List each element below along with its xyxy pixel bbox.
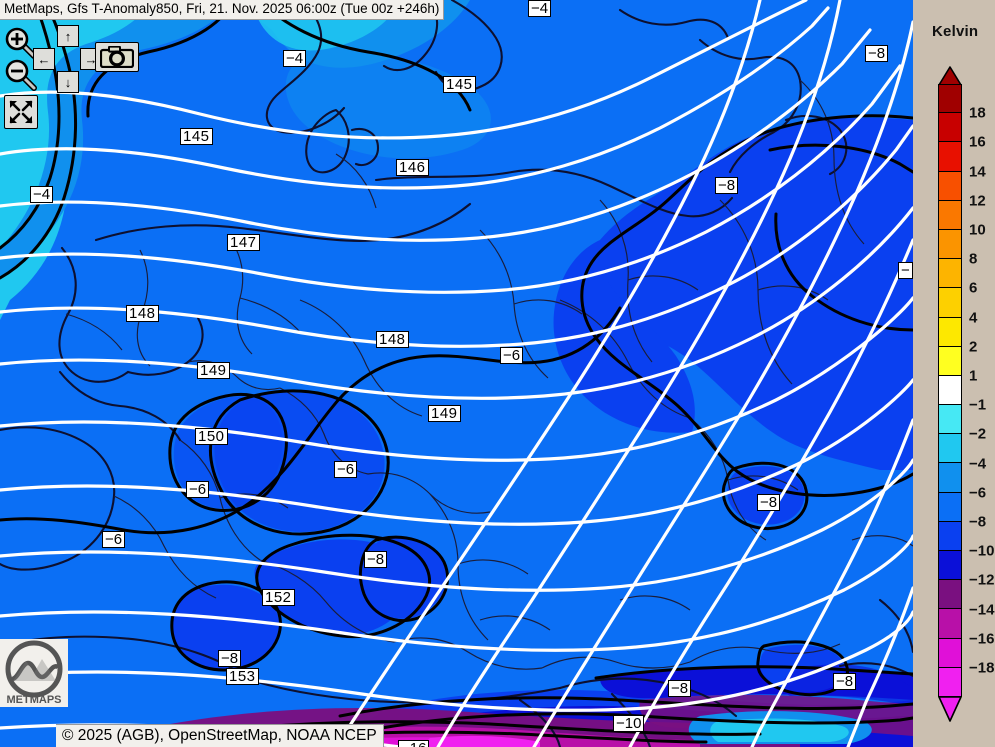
legend-color-cell [938, 521, 962, 551]
zoom-out-icon[interactable] [4, 58, 38, 92]
anomaly-contour-label: −8 [668, 680, 692, 697]
legend-color-cell [938, 551, 962, 581]
page-title: MetMaps, Gfs T-Anomaly850, Fri, 21. Nov.… [0, 0, 445, 20]
anomaly-contour-label: −4 [30, 186, 54, 203]
legend-color-cell [938, 200, 962, 230]
legend-tick-label: 10 [969, 221, 986, 239]
metmaps-logo-icon: METMAPS [5, 640, 63, 706]
legend-tick-label: −4 [969, 455, 987, 473]
legend-tick-label: −1 [969, 396, 987, 414]
zoom-in-icon[interactable] [4, 26, 38, 60]
anomaly-contour-label: −10 [613, 715, 645, 732]
legend-tick-label: 12 [969, 192, 986, 210]
legend-color-cell [938, 113, 962, 143]
height-contour-label: 153 [226, 668, 259, 685]
legend-color-cell [938, 405, 962, 435]
legend-tick-label: −2 [969, 425, 987, 443]
legend-color-cell [938, 229, 962, 260]
legend-color-cell [938, 142, 962, 172]
legend-tick-label: −14 [969, 601, 995, 619]
legend-color-cell [938, 667, 962, 697]
legend-tick-label: −18 [969, 659, 995, 677]
fullscreen-icon [9, 100, 33, 124]
anomaly-contour-label: −8 [865, 45, 889, 62]
height-contour-label: 148 [376, 331, 409, 348]
legend-color-cell [938, 317, 962, 347]
height-contour-label: 145 [443, 76, 476, 93]
legend-tick-label: −16 [969, 630, 995, 648]
pan-left-icon: ← [37, 51, 51, 67]
height-contour-label: 148 [126, 305, 159, 322]
pan-right-icon: → [84, 51, 98, 67]
anomaly-contour-label: −6 [334, 461, 358, 478]
legend-tick-label: −12 [969, 571, 995, 589]
legend-bottom-arrow [938, 696, 962, 722]
legend-tick-label: 6 [969, 279, 978, 297]
height-contour-label: 152 [262, 589, 295, 606]
legend-tick-label: −10 [969, 542, 995, 560]
anomaly-contour-label: −6 [186, 481, 210, 498]
legend-color-cell [938, 375, 962, 406]
anomaly-contour-label: −8 [364, 551, 388, 568]
anomaly-contour-label: −8 [715, 177, 739, 194]
anomaly-contour-label: −16 [398, 740, 430, 747]
legend-tick-label: 8 [969, 250, 978, 268]
metmaps-logo-text: METMAPS [7, 694, 62, 706]
fullscreen-button[interactable] [4, 95, 38, 129]
anomaly-contour-label: −6 [102, 531, 126, 548]
camera-icon [100, 46, 134, 68]
legend-color-cell [938, 434, 962, 464]
legend-tick-label: 2 [969, 338, 978, 356]
pan-up-icon: ↑ [64, 28, 72, 44]
legend-tick-label: 18 [969, 104, 986, 122]
legend-color-cell [938, 84, 962, 114]
anomaly-contour-label: −8 [218, 650, 242, 667]
metmaps-logo: METMAPS [0, 639, 68, 707]
pan-up-button[interactable]: ↑ [57, 25, 79, 47]
legend-color-cell [938, 492, 962, 522]
camera-button[interactable] [95, 42, 139, 72]
height-contour-label: 146 [396, 159, 429, 176]
color-legend: Kelvin 18 16 14 12 10 8 6 4 2 1 −1 −2 −4 −6 −8 −10 −12 −1… [913, 0, 995, 747]
legend-color-cell [938, 259, 962, 289]
legend-tick-label: 4 [969, 309, 978, 327]
legend-color-cell [938, 580, 962, 610]
map-raster [0, 0, 913, 747]
anomaly-contour-label: − [898, 262, 913, 279]
anomaly-contour-label: −8 [833, 673, 857, 690]
height-contour-label: 149 [197, 362, 230, 379]
anomaly-contour-label: −8 [757, 494, 781, 511]
height-contour-label: 149 [428, 405, 461, 422]
legend-tick-label: −8 [969, 513, 987, 531]
legend-color-cell [938, 609, 962, 639]
pan-left-button[interactable]: ← [33, 48, 55, 70]
legend-colorbar[interactable] [938, 84, 962, 697]
anomaly-contour-label: −4 [283, 50, 307, 67]
legend-color-cell [938, 346, 962, 376]
pan-down-button[interactable]: ↓ [57, 71, 79, 93]
height-contour-label: 145 [180, 128, 213, 145]
legend-tick-label: 16 [969, 133, 986, 151]
legend-tick-label: 1 [969, 367, 978, 385]
height-contour-label: 147 [227, 234, 260, 251]
legend-color-cell [938, 638, 962, 668]
pan-down-icon: ↓ [64, 74, 72, 90]
legend-unit-label: Kelvin [932, 23, 979, 40]
legend-tick-label: 14 [969, 163, 986, 181]
legend-color-cell [938, 288, 962, 318]
map-canvas[interactable]: 145 145 146 147 148 148 149 149 150 152 153 −4 −4 −4… [0, 0, 913, 747]
anomaly-contour-label: −4 [528, 0, 552, 17]
copyright-notice: © 2025 (AGB), OpenStreetMap, NOAA NCEP [56, 724, 384, 747]
legend-color-cell [938, 171, 962, 201]
legend-top-arrow [938, 66, 962, 86]
legend-tick-label: −6 [969, 484, 987, 502]
anomaly-contour-label: −6 [500, 347, 524, 364]
legend-color-cell [938, 463, 962, 493]
height-contour-label: 150 [195, 428, 228, 445]
